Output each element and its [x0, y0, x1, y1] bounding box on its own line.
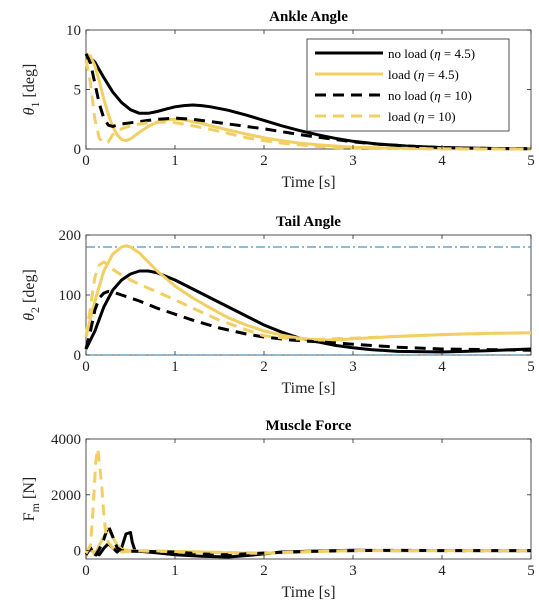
y-axis-label-symbol: F: [21, 512, 38, 521]
x-axis-label: Time [s]: [281, 380, 335, 397]
x-tick-label: 1: [171, 359, 179, 375]
x-tick-label: 3: [349, 153, 357, 169]
plot-area-frame: [85, 234, 532, 356]
y-tick-label: 0: [74, 544, 82, 560]
series-line-2: [84, 244, 532, 342]
y-tick-label: 100: [59, 288, 82, 304]
y-axis-label-subscript: 1: [28, 101, 42, 107]
y-axis-label-unit: [N]: [21, 477, 38, 503]
y-axis-label: θ2 [deg]: [21, 269, 42, 321]
x-tick-label: 5: [527, 153, 535, 169]
legend-entry-1: no load (η = 4.5): [388, 46, 475, 61]
x-tick-label: 2: [260, 563, 268, 579]
x-tick-label: 2: [260, 153, 268, 169]
series-line-1: [84, 52, 532, 151]
legend: no load (η = 4.5) load (η = 4.5) no load (…: [306, 38, 510, 132]
chart-panel-3: 0 1 2 3 4 5 0 2000 4000 Muscle Force Time [s] Fm [N…: [21, 418, 535, 601]
series-line-4: [84, 59, 532, 151]
y-tick-label: 10: [66, 23, 81, 39]
series-line-4: [84, 260, 532, 341]
x-tick-label: 2: [260, 359, 268, 375]
chart-title: Tail Angle: [276, 214, 341, 230]
chart-title: Ankle Angle: [269, 9, 348, 25]
x-tick-label: 3: [349, 359, 357, 375]
series-line-4: [84, 447, 531, 555]
y-tick-label: 5: [74, 83, 82, 99]
legend-entry-4: load (η = 10): [388, 109, 456, 124]
series-line-1: [84, 531, 532, 559]
y-axis-label-subscript: 2: [28, 307, 42, 313]
y-tick-label: 0: [74, 348, 82, 364]
x-tick-label: 0: [82, 153, 90, 169]
series-line-3: [84, 53, 532, 151]
plot-area-frame: [85, 438, 532, 560]
x-axis-label: Time [s]: [281, 584, 335, 601]
series-line-1: [84, 269, 532, 354]
x-tick-label: 1: [171, 153, 179, 169]
y-tick-label: 200: [59, 228, 82, 244]
x-tick-label: 3: [349, 563, 357, 579]
series-line-3: [84, 289, 532, 352]
x-tick-label: 0: [82, 359, 90, 375]
y-axis-label-symbol: θ: [21, 313, 38, 321]
chart-title: Muscle Force: [266, 418, 352, 434]
x-tick-label: 4: [438, 153, 446, 169]
y-tick-label: 0: [74, 142, 82, 158]
x-tick-label: 5: [527, 359, 535, 375]
x-axis-label: Time [s]: [281, 174, 335, 191]
y-axis-label: Fm [N]: [21, 477, 42, 521]
x-tick-label: 4: [438, 563, 446, 579]
x-tick-label: 4: [438, 359, 446, 375]
legend-entry-2: load (η = 4.5): [388, 67, 459, 82]
y-axis-label-unit: [deg]: [21, 64, 38, 102]
y-tick-label: 2000: [51, 488, 81, 504]
y-axis-label: θ1 [deg]: [21, 64, 42, 116]
x-tick-label: 0: [82, 563, 90, 579]
x-tick-label: 1: [171, 563, 179, 579]
y-axis-label-subscript: m: [28, 502, 42, 512]
y-axis-label-symbol: θ: [21, 107, 38, 115]
legend-entry-3: no load (η = 10): [388, 88, 472, 103]
x-tick-label: 5: [527, 563, 535, 579]
y-axis-label-unit: [deg]: [21, 269, 38, 307]
series-line-2: [85, 52, 532, 151]
y-tick-label: 4000: [51, 432, 81, 448]
